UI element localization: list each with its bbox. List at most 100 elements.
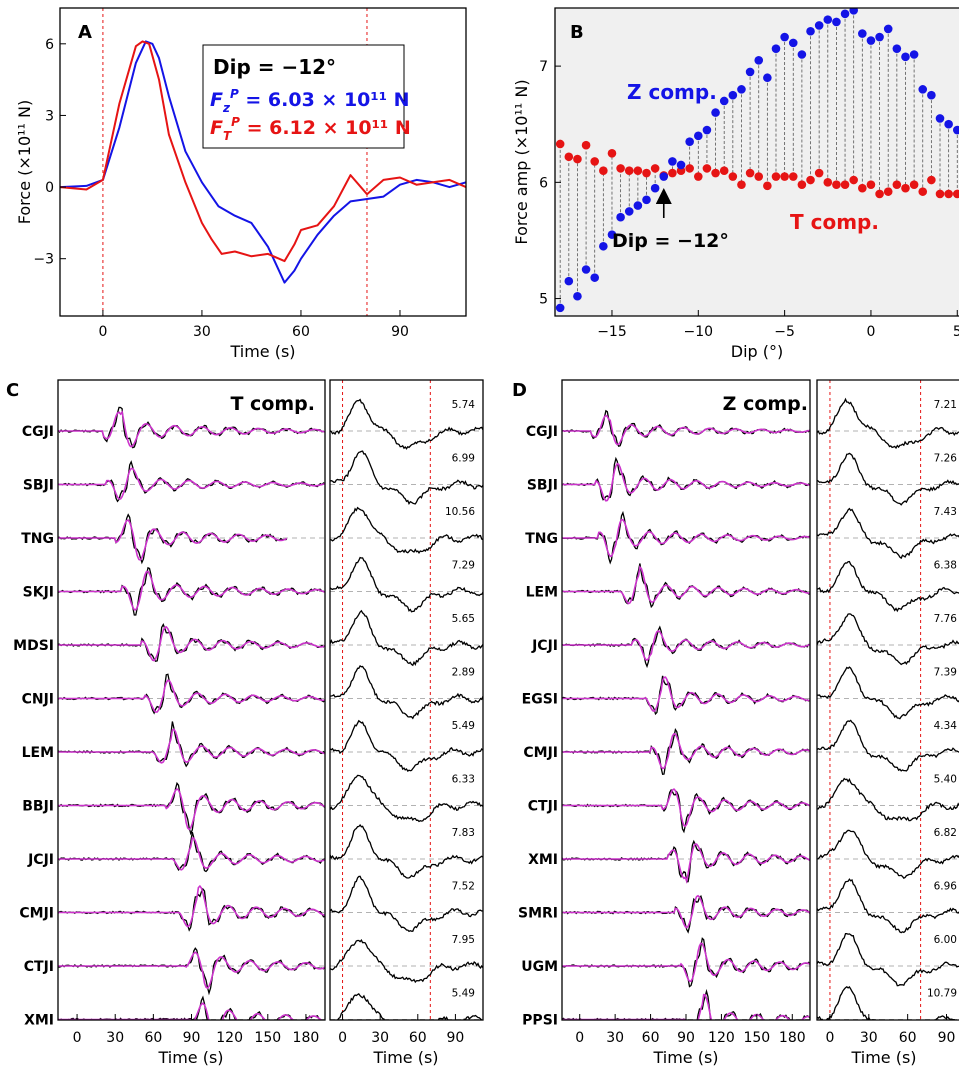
panel-d-amp-label: 10.79 [927, 988, 957, 1000]
panel-d-xlabel: Time (s) [652, 1048, 718, 1067]
panel-c-observed-trace [58, 721, 325, 768]
panel-b-t-point [901, 183, 910, 193]
panel-d-station-label: PPSI [522, 1013, 558, 1029]
panel-d-observed-trace [562, 675, 810, 716]
panel-d-force-trace [817, 878, 959, 934]
panel-c-synthetic-trace [58, 837, 325, 871]
panel-c-force-trace [330, 719, 483, 773]
panel-d-force-trace [817, 613, 959, 666]
panel-a-plot [60, 8, 466, 316]
panel-c-station-label: MDSI [13, 638, 54, 654]
panel-d-station-label: TNG [525, 531, 558, 547]
panel-c-title: T comp. [230, 393, 315, 415]
panel-c-station-label: SBJI [23, 478, 54, 494]
panel-b: −15 −10 −5 0 5 5 6 7 B Dip (°) Force amp (×10¹¹… [512, 7, 959, 361]
panel-c-amp-label: 6.99 [452, 453, 475, 465]
dip-arrow-label: Dip = −12° [612, 230, 729, 252]
panel-b-z-point [624, 207, 634, 216]
panel-d-force-trace [817, 777, 959, 822]
panel-b-z-point [590, 273, 600, 282]
panel-c-synthetic-trace [58, 625, 325, 662]
panel-c-amp-label: 6.33 [452, 774, 475, 786]
panel-b-z-point [633, 201, 643, 210]
panel-b-t-point [823, 178, 833, 187]
panel-d-amp-label: 6.38 [934, 560, 957, 572]
panel-c-amp-label: 5.65 [452, 613, 475, 625]
panel-b-label: B [570, 22, 584, 43]
panel-c-amp-label: 5.74 [452, 399, 476, 411]
panel-d-amplitudes: 7.21 7.26 7.43 6.38 7.76 7.39 4.34 5.40 6.82 6.96… [927, 399, 957, 1000]
panel-b-z-point [866, 36, 876, 45]
panel-b-t-point [642, 168, 651, 178]
z-comp-label: Z comp. [627, 80, 717, 104]
panel-b-t-point [616, 164, 625, 173]
panel-b-xlabel: Dip (°) [731, 342, 784, 361]
panel-b-ylabel: Force amp (×10¹¹ N) [512, 79, 531, 244]
panel-d-right-frame [816, 379, 959, 1021]
panel-c-amp-label: 5.49 [452, 720, 475, 732]
panel-c-station-label: SKJI [23, 585, 54, 601]
panel-c-force-trace [330, 398, 483, 450]
panel-b-z-point [745, 67, 755, 77]
panel-d-amp-label: 7.39 [934, 667, 957, 679]
t-comp-label: T comp. [790, 210, 879, 234]
panel-d-station-label: SBJI [527, 478, 558, 494]
panel-b-t-point [892, 180, 902, 189]
panel-b-t-point [849, 175, 858, 185]
panel-b-z-point [555, 303, 565, 313]
panel-d-amp-label: 7.26 [934, 453, 958, 465]
panel-d-force-trace [817, 560, 959, 613]
panel-d-amp-label: 6.82 [934, 827, 957, 839]
panel-b-t-point [788, 172, 798, 181]
panel-c-station-label: CGJI [22, 424, 54, 440]
panel-a-xtick-label: 90 [391, 324, 409, 340]
panel-d-station-label: SMRI [518, 906, 558, 922]
panel-c-amp-label: 7.83 [452, 827, 475, 839]
panel-c-station-label: LEM [22, 745, 54, 761]
panel-c-axes: 0 30 60 90 120 150 180 0 30 60 90 [73, 1014, 464, 1046]
panel-b-z-point [935, 114, 945, 123]
panel-a-xlabel: Time (s) [229, 342, 295, 361]
panel-a-legend: Dip = −12° FzP = 6.03 × 10¹¹ N FTP = 6.1… [202, 44, 411, 149]
panel-b-t-point [952, 189, 959, 199]
panel-d-title: Z comp. [723, 393, 808, 415]
panel-b-t-point [745, 168, 755, 178]
panel-b-t-point [909, 180, 919, 189]
panel-b-axes: −15 −10 −5 0 5 5 6 7 [539, 59, 959, 340]
panel-d-synthetic-trace [562, 565, 810, 605]
panel-b-z-point [564, 276, 574, 286]
panel-c-left-xtick-label: 180 [293, 1030, 320, 1046]
panel-d-observed-trace [562, 456, 810, 501]
panel-b-t-point [797, 180, 807, 189]
panel-a-xtick-label: 30 [193, 324, 211, 340]
panel-c-synthetic-trace [58, 728, 325, 764]
panel-b-z-point [814, 21, 824, 30]
panel-d-station-label: XMI [528, 852, 558, 868]
panel-d-left-xtick-label: 90 [677, 1030, 695, 1046]
panel-c-force-trace [332, 993, 483, 1020]
panel-d-amp-label: 6.96 [934, 881, 958, 893]
panel-b-z-point [840, 9, 850, 19]
panel-d-station-label: CTJI [528, 799, 558, 815]
panel-d: 0 30 60 90 120 150 180 0 30 60 90 CGJI SBJI TNG LEM JC… [512, 379, 959, 1067]
panel-b-t-point [866, 180, 876, 189]
panel-d-synthetic-trace [562, 942, 810, 983]
panel-b-t-point [780, 172, 789, 181]
panel-c-xlabel: Time (s) [157, 1048, 223, 1067]
panel-b-t-point [685, 164, 694, 173]
panel-b-t-point [633, 166, 643, 176]
panel-d-amp-label: 5.40 [934, 774, 957, 786]
panel-d-left-xtick-label: 180 [779, 1030, 806, 1046]
panel-a-xtick-label: 0 [98, 324, 107, 340]
panel-b-ytick-label: 7 [539, 59, 548, 75]
panel-c-force-trace [330, 664, 483, 720]
panel-d-right-xtick-label: 60 [899, 1030, 917, 1046]
panel-b-t-point [832, 180, 841, 189]
panel-c-amp-label: 7.29 [452, 560, 475, 572]
legend-fz: FzP = 6.03 × 10¹¹ N [210, 87, 410, 115]
panel-c-force-traces [330, 380, 483, 1020]
panel-b-z-point [616, 212, 625, 222]
panel-d-force-trace [817, 397, 959, 450]
panel-d-force-trace [817, 985, 956, 1020]
